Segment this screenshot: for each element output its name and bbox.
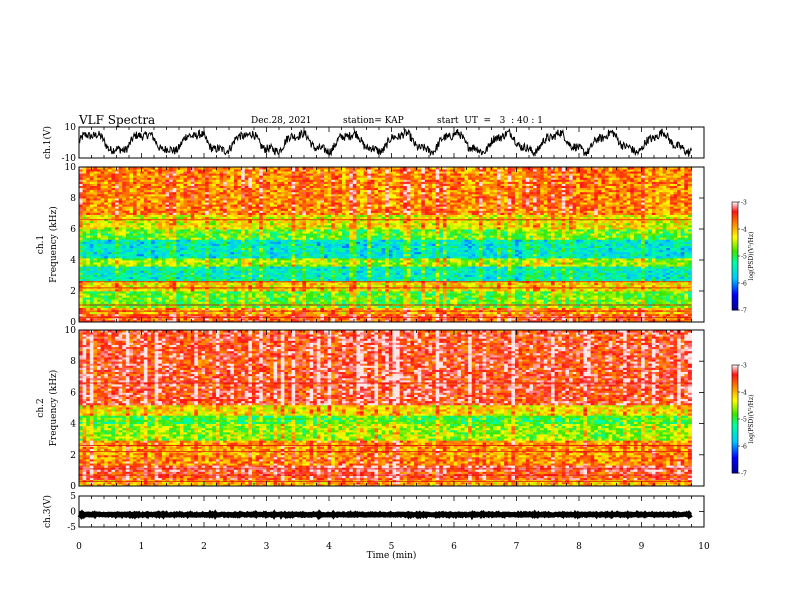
colorbar-label: log(PSD)(V²/Hz) (748, 395, 755, 444)
colorbar-tick-label: -5 (741, 417, 747, 424)
x-tick-label: 0 (76, 542, 82, 552)
vlf-spectra-figure: -1010ch.1(V)0246810ch.1 Frequency (kHz)-3… (0, 0, 792, 612)
colorbar-tick-label: -4 (741, 227, 747, 234)
colorbar-tick-label: -5 (741, 254, 747, 261)
y-tick-label: 0 (70, 508, 76, 518)
x-tick-label: 6 (451, 542, 457, 552)
y-tick-label: 2 (70, 451, 76, 461)
y-tick-label: 8 (70, 194, 76, 204)
colorbar-tick-label: -3 (741, 200, 747, 207)
y-axis-label-channel: ch.1 (36, 235, 46, 254)
y-tick-label: 6 (70, 225, 76, 235)
colorbar-tick-label: -6 (741, 281, 747, 288)
colorbar-tick-label: -3 (741, 363, 747, 370)
y-tick-label: 8 (70, 357, 76, 367)
y-tick-label: 4 (70, 256, 76, 266)
spectrogram-image-2 (79, 330, 692, 486)
y-axis-label: ch.3(V) (42, 495, 53, 528)
colorbar-label: log(PSD)(V²/Hz) (748, 232, 755, 281)
waveform-line-0 (79, 129, 692, 157)
y-tick-label: 10 (65, 326, 77, 336)
colorbar-tick-label: -4 (741, 390, 747, 397)
colorbar-tick-label: -7 (741, 471, 747, 478)
waveform-line-3 (79, 514, 692, 515)
colorbar-2 (732, 365, 740, 474)
y-tick-label: 10 (65, 123, 77, 133)
colorbar-1 (732, 202, 740, 311)
y-axis-label: ch.1(V) (42, 126, 53, 159)
y-tick-label: 2 (70, 287, 76, 297)
y-tick-label: 0 (70, 482, 76, 492)
x-tick-label: 3 (264, 542, 270, 552)
x-tick-label: 1 (139, 542, 145, 552)
y-axis-label-frequency: Frequency (kHz) (48, 206, 59, 283)
x-tick-label: 7 (514, 542, 520, 552)
x-tick-label: 2 (201, 542, 207, 552)
y-tick-label: 6 (70, 388, 76, 398)
x-tick-label: 9 (639, 542, 645, 552)
x-tick-label: 4 (326, 542, 332, 552)
colorbar-tick-label: -6 (741, 444, 747, 451)
y-tick-label: 10 (65, 163, 77, 173)
y-axis-label-channel: ch.2 (36, 398, 46, 417)
spectrogram-image-1 (79, 167, 692, 322)
y-tick-label: 5 (70, 492, 76, 502)
x-tick-label: 8 (576, 542, 582, 552)
y-axis-label-frequency: Frequency (kHz) (48, 370, 59, 447)
colorbar-tick-label: -7 (741, 308, 747, 315)
y-tick-label: -5 (67, 523, 76, 533)
y-tick-label: 4 (70, 420, 76, 430)
x-tick-label: 10 (698, 542, 710, 552)
x-axis-label: Time (min) (367, 550, 417, 561)
